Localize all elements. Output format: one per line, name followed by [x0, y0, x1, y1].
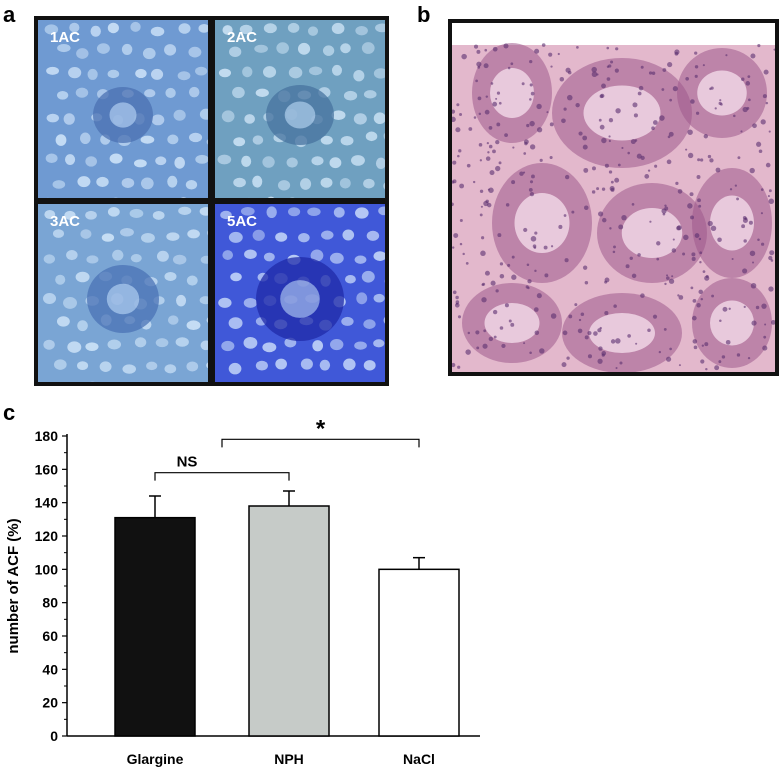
- micrograph-5ac: 5AC: [211, 200, 389, 386]
- micrograph-texture: [42, 206, 208, 382]
- significance-label: *: [316, 415, 326, 442]
- bar-glargine: [114, 516, 196, 737]
- histology-drawing: [452, 23, 775, 372]
- micrograph-label: 5AC: [227, 213, 258, 230]
- significance-label: NS: [177, 454, 198, 471]
- micrograph-texture: [218, 206, 385, 375]
- y-tick-label: 120: [35, 528, 59, 544]
- histology-image: [448, 19, 779, 376]
- micrograph-label: 1AC: [50, 29, 81, 46]
- panel-letter-b: b: [417, 2, 431, 27]
- bar-nph: [248, 505, 330, 737]
- acf-bar-chart: 0 20 40 60 80 100 120 140 160 180 number of ACF (%…: [5, 415, 480, 767]
- panel-letter-a: a: [3, 2, 16, 27]
- x-tick-label: Glargine: [127, 751, 184, 767]
- bar-nacl: [378, 568, 460, 737]
- y-tick-label: 60: [42, 628, 58, 644]
- micrograph-texture: [217, 22, 385, 198]
- micrograph-1ac: 1AC: [34, 16, 212, 202]
- micrograph-2ac: 2AC: [211, 16, 389, 202]
- y-tick-label: 40: [42, 661, 58, 677]
- micrograph-label: 3AC: [50, 213, 81, 230]
- panel-letter-c: c: [3, 400, 16, 425]
- micrograph-texture: [44, 21, 208, 198]
- y-tick-label: 80: [42, 595, 58, 611]
- y-tick-label: 100: [35, 561, 59, 577]
- x-tick-label: NaCl: [403, 751, 435, 767]
- y-tick-label: 160: [35, 461, 59, 477]
- y-tick-label: 0: [50, 728, 58, 744]
- micrograph-label: 2AC: [227, 29, 258, 46]
- y-axis-label: number of ACF (%): [5, 518, 22, 653]
- significance-bracket: [221, 438, 420, 448]
- y-tick-label: 140: [35, 495, 59, 511]
- micrograph-3ac: 3AC: [34, 200, 212, 386]
- y-tick-label: 20: [42, 695, 58, 711]
- significance-bracket: [154, 472, 290, 481]
- y-tick-label: 180: [35, 428, 59, 444]
- x-tick-label: NPH: [274, 751, 304, 767]
